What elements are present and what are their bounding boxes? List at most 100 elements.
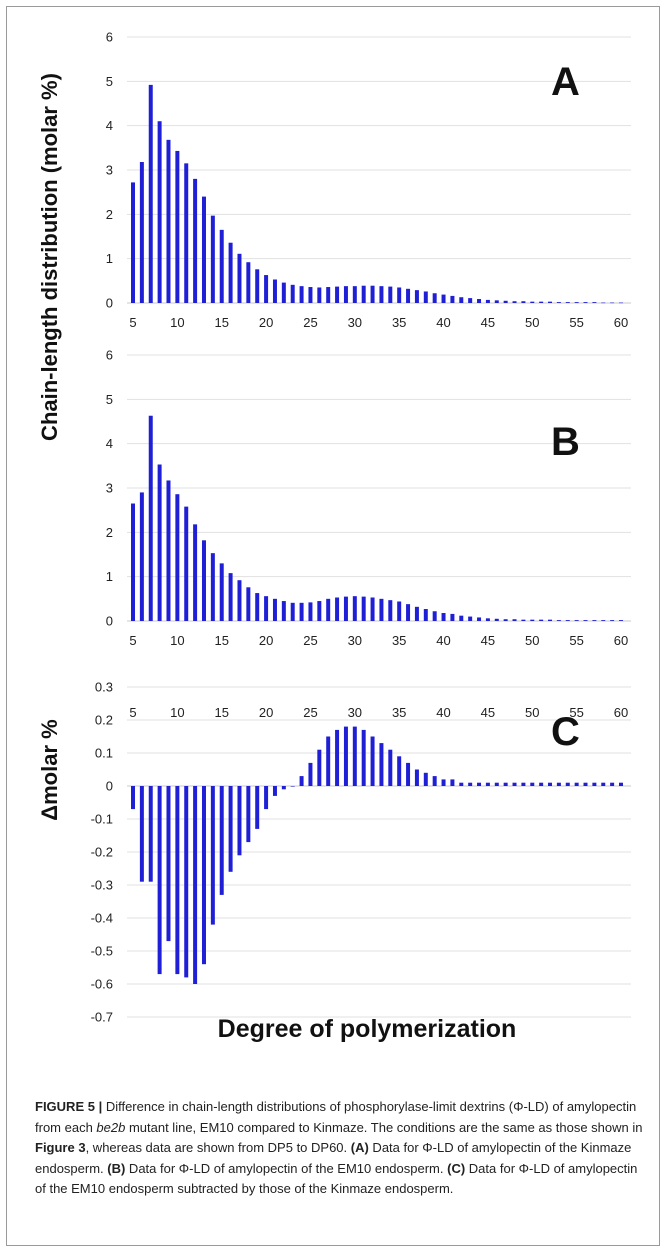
panel-a-bar-dp10 <box>175 150 180 303</box>
panel-a-bar-dp32 <box>370 285 375 303</box>
panel-b-bar-dp7 <box>148 415 153 621</box>
panel-c-x-tick-label: 60 <box>614 705 628 720</box>
panel-c-bar-dp22 <box>281 786 286 790</box>
panel-b-bar-dp53 <box>556 620 561 621</box>
panel-b-bar-dp49 <box>521 619 526 621</box>
panel-b-bar-dp33 <box>379 598 384 621</box>
panel-c-x-tick-label: 55 <box>569 705 583 720</box>
caption-c-text: Data for Φ-LD of amylopectin of the EM10… <box>35 1160 638 1197</box>
panel-a-y-tick-label: 1 <box>106 251 113 266</box>
caption-text-3: , whereas data are shown from DP5 to DP6… <box>85 1140 351 1155</box>
panel-c-bar-dp58 <box>601 782 606 786</box>
panel-a-y-tick-label: 4 <box>106 118 113 133</box>
panel-c-bar-dp49 <box>521 782 526 786</box>
panel-c-letter: C <box>551 710 580 754</box>
caption-figure-label: FIGURE 5 | <box>35 1099 103 1114</box>
panel-c-bar-dp17 <box>237 786 242 856</box>
panel-a-bar-dp48 <box>512 301 517 303</box>
panel-b-bar-dp31 <box>361 596 366 621</box>
panel-c-bar-dp53 <box>556 782 561 786</box>
panel-a-bar-dp6 <box>139 162 144 303</box>
panel-a-x-tick-label: 5 <box>129 315 136 330</box>
panel-a-bar-dp31 <box>361 285 366 303</box>
panel-b-x-tick-label: 45 <box>481 633 495 648</box>
panel-c-bar-dp43 <box>468 782 473 786</box>
panel-a-bar-dp7 <box>148 84 153 303</box>
panel-c-y-tick-label: -0.2 <box>91 845 113 860</box>
panel-c-bar-dp44 <box>477 782 482 786</box>
panel-b-x-tick-label: 15 <box>214 633 228 648</box>
panel-b-bar-dp18 <box>246 587 251 621</box>
panel-c-bar-dp8 <box>157 786 162 975</box>
panel-c-bar-dp31 <box>361 729 366 786</box>
panel-b-bar-dp15 <box>219 563 224 621</box>
panel-c-ticks: 0.3 0.2 0.1 0 -0.1 -0.2 -0.3 -0.4 -0.5 -0.6 -0.7 5 1… <box>91 680 629 1025</box>
panel-b-x-tick-label: 25 <box>303 633 317 648</box>
panel-b-y-tick-label: 1 <box>106 569 113 584</box>
panel-b-bar-dp13 <box>201 540 206 621</box>
panel-b-bar-dp40 <box>441 613 446 621</box>
panel-c-bar-dp33 <box>379 743 384 786</box>
panel-b-bar-dp34 <box>388 600 393 621</box>
panel-b-bar-dp20 <box>264 596 269 621</box>
panel-a-bar-dp23 <box>290 284 295 303</box>
panel-a-bar-dp22 <box>281 282 286 303</box>
panel-b-bar-dp27 <box>326 598 331 621</box>
panel-c-bar-dp56 <box>583 782 588 786</box>
panel-a-bar-dp36 <box>406 288 411 303</box>
panel-a-y-tick-label: 2 <box>106 207 113 222</box>
panel-c-bars <box>131 726 623 984</box>
panel-b-bar-dp21 <box>272 598 277 621</box>
panel-c-y-tick-label: -0.5 <box>91 944 113 959</box>
panel-c-bar-dp51 <box>539 782 544 786</box>
panel-b-bar-dp46 <box>494 618 499 621</box>
panel-b-bar-dp11 <box>184 506 189 621</box>
panel-c-bar-dp57 <box>592 782 597 786</box>
panel-b-bar-dp29 <box>343 596 348 621</box>
panel-c-bar-dp25 <box>308 762 313 786</box>
panel-c-bar-dp18 <box>246 786 251 843</box>
y-axis-label-main: Chain-length distribution (molar %) <box>37 73 62 441</box>
panel-b-y-tick-label: 0 <box>106 614 113 629</box>
panel-a-x-tick-label: 35 <box>392 315 406 330</box>
panel-b-bar-dp42 <box>459 615 464 621</box>
panel-a-x-tick-label: 15 <box>214 315 228 330</box>
panel-b-bar-dp58 <box>601 620 606 621</box>
panel-c-bar-dp50 <box>530 782 535 786</box>
panel-c-y-tick-label: 0.3 <box>95 680 113 695</box>
panel-b-y-tick-label: 2 <box>106 525 113 540</box>
panel-a-bar-dp17 <box>237 253 242 303</box>
panel-c-y-tick-label: -0.1 <box>91 812 113 827</box>
panel-b-bar-dp38 <box>423 609 428 621</box>
panel-c-bar-dp39 <box>432 776 437 786</box>
panel-c-bar-dp26 <box>317 749 322 786</box>
panel-b-bar-dp32 <box>370 597 375 621</box>
panel-a-bar-dp26 <box>317 287 322 303</box>
panel-b-bar-dp24 <box>299 602 304 621</box>
panel-a-bar-dp50 <box>530 301 535 303</box>
panel-a-y-tick-label: 6 <box>106 30 113 45</box>
panel-c-bar-dp19 <box>255 786 260 829</box>
panel-b-bar-dp10 <box>175 494 180 621</box>
panel-c-x-tick-label: 50 <box>525 705 539 720</box>
panel-b-bar-dp44 <box>477 617 482 621</box>
panel-c-bar-dp29 <box>343 726 348 786</box>
panel-b-gridlines <box>127 354 631 622</box>
panel-b-x-tick-label: 20 <box>259 633 273 648</box>
panel-a-bar-dp9 <box>166 139 171 303</box>
caption-figure-ref[interactable]: Figure 3 <box>35 1140 86 1155</box>
caption-a-text: Data for Φ-LD of amylopectin of the Kinm… <box>35 1140 632 1176</box>
panel-b-y-tick-label: 6 <box>106 348 113 363</box>
panel-c-x-tick-label: 45 <box>481 705 495 720</box>
panel-b-bar-dp23 <box>290 602 295 621</box>
panel-a-bar-dp20 <box>264 275 269 303</box>
panel-a-bar-dp27 <box>326 287 331 303</box>
panel-a-bar-dp21 <box>272 279 277 303</box>
panel-c-bar-dp21 <box>272 786 277 796</box>
panel-c-bar-dp30 <box>352 726 357 786</box>
panel-b-bar-dp48 <box>512 619 517 621</box>
panel-a-bar-dp33 <box>379 286 384 303</box>
